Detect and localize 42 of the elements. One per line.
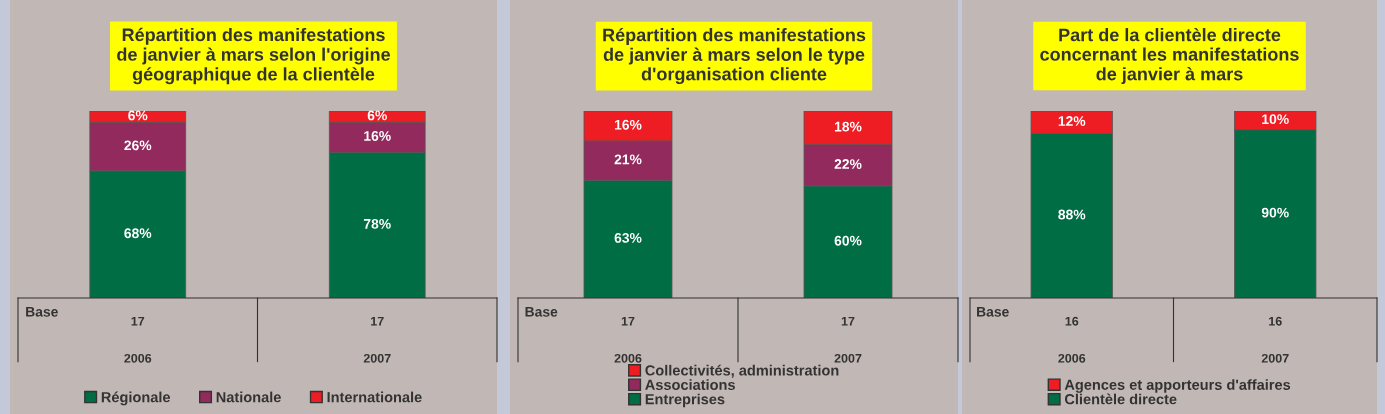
x-tick-label: 2007: [363, 353, 391, 363]
x-tick-label: 2007: [834, 353, 862, 363]
chart-title: Part de la clientèle directe concernant les manifestations de janvier à mars: [1040, 27, 1299, 84]
data-label: 16%: [364, 131, 391, 141]
x-tick-label: 2007: [1261, 353, 1289, 363]
legend-label: Collectivités, administration: [645, 364, 839, 378]
data-label: 21%: [614, 154, 642, 165]
text: 17: [371, 316, 384, 326]
data-label: 18%: [834, 121, 862, 132]
text: 17: [131, 316, 145, 326]
data-label: 6%: [128, 110, 148, 121]
data-label: 22%: [834, 159, 862, 169]
chart-title: Répartition des manifestations de janvier à mars selon l'origine géographique de la clientèle: [117, 27, 391, 85]
data-label: 78%: [363, 218, 391, 229]
text: 17: [621, 316, 635, 326]
data-label: 90%: [1261, 207, 1289, 218]
data-label: 10%: [1262, 114, 1289, 125]
legend-label: Entreprises: [645, 393, 725, 408]
text: Base: [977, 307, 1009, 317]
data-label: 63%: [614, 232, 642, 243]
text: 17: [841, 316, 855, 326]
legend-label: Agences et apporteurs d'affaires: [1064, 379, 1291, 393]
x-tick-label: 2006: [614, 353, 642, 363]
data-label: 60%: [834, 235, 862, 246]
text: 16: [1269, 316, 1282, 326]
legend-label: Internationale: [327, 391, 422, 403]
chart-title: Répartition des manifestations de janvier à mars selon le type d'organisation cliente: [603, 27, 866, 85]
text: Base: [525, 307, 558, 317]
data-label: 68%: [124, 228, 152, 239]
text: 16: [1065, 316, 1079, 326]
legend-label: Clientèle directe: [1064, 393, 1177, 405]
data-label: 6%: [367, 110, 387, 121]
x-tick-label: 2006: [1058, 353, 1086, 363]
legend-label: Régionale: [101, 391, 171, 406]
legend-label: Associations: [645, 379, 735, 390]
text: Base: [26, 307, 58, 317]
data-label: 88%: [1058, 209, 1086, 220]
x-tick-label: 2006: [124, 353, 152, 363]
data-label: 12%: [1058, 116, 1086, 126]
data-label: 16%: [614, 119, 642, 130]
data-label: 26%: [124, 140, 152, 151]
legend-label: Nationale: [216, 391, 281, 403]
